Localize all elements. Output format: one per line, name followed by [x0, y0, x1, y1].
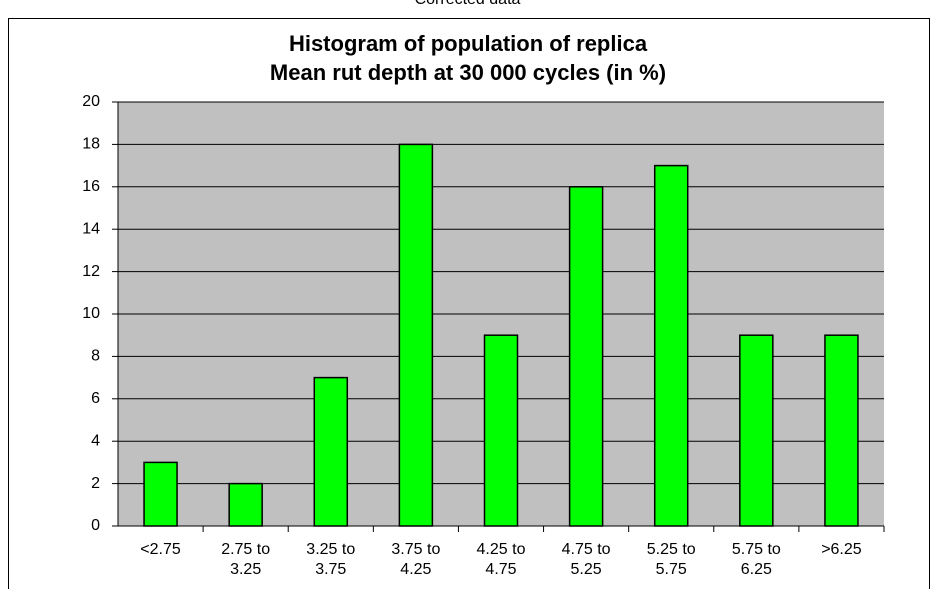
- bar: [313, 376, 349, 527]
- x-tick-label: 3.75 to 4.25: [391, 541, 441, 578]
- y-tick-label: 0: [91, 517, 100, 534]
- y-tick-label: 4: [91, 432, 100, 449]
- x-tick-label: 5.75 to 6.25: [731, 541, 781, 578]
- chart-title: Histogram of population of replica: [289, 31, 648, 56]
- x-tick-label: 5.25 to 5.75: [646, 541, 696, 578]
- bar: [483, 334, 519, 527]
- x-tick-label: >6.25: [821, 541, 862, 558]
- top-note: Corrected data: [0, 0, 935, 9]
- y-tick-label: 2: [91, 475, 100, 492]
- y-tick-label: 12: [82, 263, 100, 280]
- x-tick-label: 3.25 to 3.75: [306, 541, 356, 578]
- bar: [143, 461, 178, 527]
- y-tick-label: 10: [82, 305, 100, 322]
- x-tick-label: <2.75: [140, 541, 181, 558]
- y-tick-label: 18: [82, 136, 100, 153]
- y-tick-label: 6: [91, 390, 100, 407]
- chart-subtitle: Mean rut depth at 30 000 cycles (in %): [270, 60, 666, 85]
- x-tick-label: 4.25 to 4.75: [476, 541, 526, 578]
- y-tick-label: 16: [82, 178, 100, 195]
- bar: [824, 334, 859, 527]
- y-tick-label: 8: [91, 348, 100, 365]
- x-tick-label: 2.75 to 3.25: [221, 541, 271, 578]
- bar: [228, 482, 263, 527]
- y-tick-label: 14: [82, 220, 100, 237]
- bar: [653, 164, 689, 527]
- y-tick-label: 20: [82, 93, 100, 110]
- x-tick-label: 4.75 to 5.25: [561, 541, 611, 578]
- bar: [568, 186, 604, 527]
- bar: [398, 143, 434, 527]
- bar: [739, 334, 774, 527]
